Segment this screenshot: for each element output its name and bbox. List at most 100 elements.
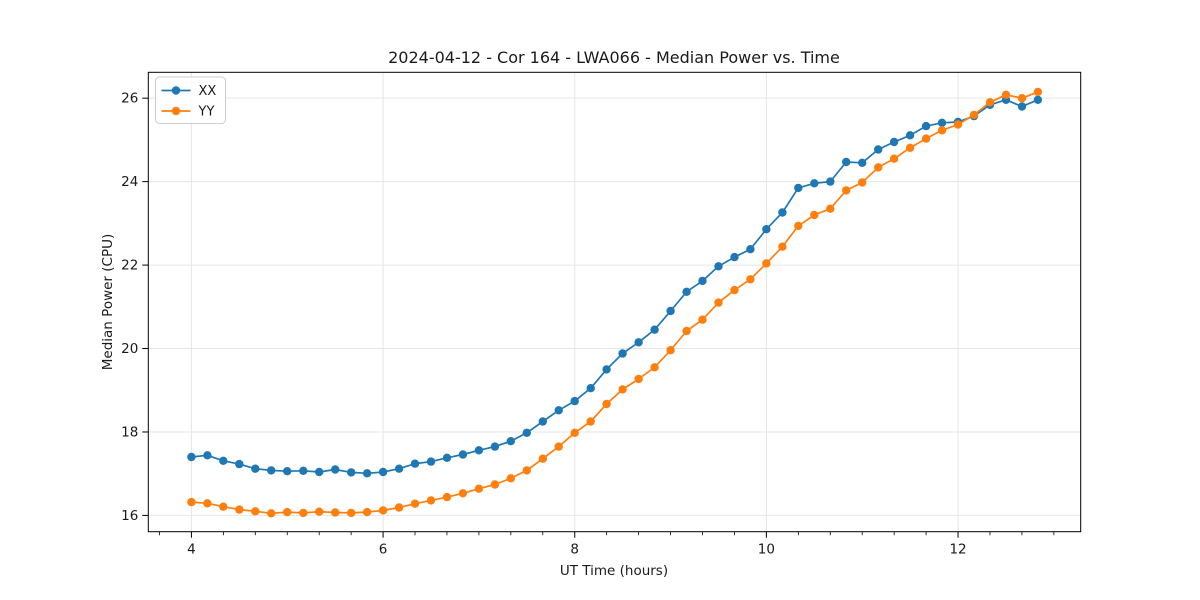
data-point-YY bbox=[235, 505, 244, 514]
data-point-YY bbox=[410, 499, 420, 508]
data-point-XX bbox=[810, 179, 819, 188]
data-point-YY bbox=[554, 442, 563, 451]
data-point-XX bbox=[538, 417, 547, 426]
x-tick-label: 12 bbox=[949, 542, 966, 558]
data-point-YY bbox=[331, 508, 340, 517]
data-point-YY bbox=[921, 134, 931, 143]
chart-title: 2024-04-12 - Cor 164 - LWA066 - Median P… bbox=[388, 48, 840, 67]
data-point-XX bbox=[554, 406, 563, 415]
data-point-YY bbox=[602, 399, 611, 409]
data-point-XX bbox=[187, 452, 196, 462]
y-tick-label: 22 bbox=[121, 258, 138, 274]
data-point-XX bbox=[618, 349, 627, 358]
data-point-XX bbox=[315, 467, 324, 477]
data-point-XX bbox=[426, 457, 436, 466]
data-point-XX bbox=[826, 177, 835, 186]
x-tick-label: 6 bbox=[379, 542, 388, 558]
legend-label: YY bbox=[198, 105, 215, 120]
data-point-YY bbox=[506, 474, 515, 483]
data-point-YY bbox=[1001, 90, 1011, 100]
data-point-XX bbox=[1017, 102, 1027, 111]
data-point-YY bbox=[394, 503, 404, 512]
plot-border bbox=[147, 71, 1082, 533]
data-point-XX bbox=[698, 276, 707, 286]
data-point-XX bbox=[714, 262, 723, 271]
data-point-YY bbox=[522, 466, 531, 475]
data-point-XX bbox=[251, 464, 260, 473]
y-axis-label: Median Power (CPU) bbox=[100, 234, 116, 370]
data-point-YY bbox=[538, 454, 547, 463]
data-point-XX bbox=[267, 466, 276, 475]
data-point-YY bbox=[698, 315, 707, 324]
data-point-XX bbox=[235, 459, 244, 469]
series-line-YY bbox=[191, 91, 1039, 515]
data-point-YY bbox=[474, 484, 484, 493]
legend-label: XX bbox=[199, 84, 217, 99]
data-point-XX bbox=[778, 208, 787, 217]
legend-marker bbox=[171, 86, 181, 95]
data-point-XX bbox=[362, 469, 372, 478]
axes-layer: 4 6 8 10 12 16 18 20 22 24 26 bbox=[121, 71, 1082, 558]
data-point-XX bbox=[937, 118, 947, 128]
data-point-YY bbox=[778, 242, 787, 251]
data-point-YY bbox=[219, 502, 228, 511]
data-point-YY bbox=[586, 417, 595, 426]
data-point-YY bbox=[858, 178, 867, 187]
y-tick-label: 18 bbox=[121, 424, 138, 440]
data-point-YY bbox=[714, 298, 723, 307]
data-point-YY bbox=[762, 259, 771, 268]
data-point-YY bbox=[1017, 94, 1027, 103]
data-point-YY bbox=[203, 499, 212, 508]
data-point-YY bbox=[267, 509, 276, 518]
data-point-YY bbox=[794, 221, 803, 231]
data-point-YY bbox=[682, 326, 691, 336]
series-line-XX bbox=[191, 98, 1039, 475]
data-point-XX bbox=[666, 306, 675, 316]
data-point-XX bbox=[762, 225, 771, 234]
x-tick-label: 10 bbox=[758, 542, 775, 558]
data-point-XX bbox=[650, 325, 659, 334]
data-point-XX bbox=[442, 453, 452, 462]
data-point-XX bbox=[858, 158, 867, 167]
data-point-XX bbox=[682, 287, 691, 296]
data-point-YY bbox=[426, 496, 436, 505]
series-layer bbox=[187, 87, 1043, 518]
data-point-YY bbox=[746, 275, 755, 284]
x-axis-label: UT Time (hours) bbox=[560, 563, 668, 579]
data-point-XX bbox=[283, 467, 292, 476]
data-point-XX bbox=[299, 466, 308, 475]
data-point-XX bbox=[842, 157, 851, 167]
y-tick-label: 20 bbox=[121, 341, 138, 357]
data-point-YY bbox=[953, 120, 963, 129]
data-point-YY bbox=[826, 204, 835, 213]
data-point-YY bbox=[315, 507, 324, 516]
data-point-YY bbox=[874, 163, 883, 172]
data-point-XX bbox=[889, 137, 899, 147]
data-point-YY bbox=[187, 497, 196, 507]
data-point-YY bbox=[283, 507, 292, 517]
data-point-XX bbox=[570, 396, 579, 406]
data-point-XX bbox=[458, 450, 468, 459]
legend-marker bbox=[171, 106, 181, 116]
x-tick-label: 8 bbox=[570, 542, 579, 558]
data-point-YY bbox=[969, 110, 979, 120]
data-point-YY bbox=[985, 98, 995, 107]
x-tick-label: 4 bbox=[187, 542, 196, 558]
data-point-XX bbox=[1033, 95, 1043, 105]
data-point-XX bbox=[794, 183, 803, 193]
data-point-XX bbox=[203, 451, 212, 460]
data-point-YY bbox=[442, 492, 452, 502]
data-point-YY bbox=[347, 508, 356, 518]
data-point-XX bbox=[522, 428, 531, 437]
data-point-YY bbox=[1033, 87, 1043, 97]
y-tick-label: 26 bbox=[121, 91, 138, 107]
data-point-YY bbox=[905, 143, 915, 152]
data-point-XX bbox=[730, 252, 739, 262]
data-point-XX bbox=[586, 384, 595, 393]
data-point-XX bbox=[490, 442, 500, 451]
data-point-XX bbox=[602, 365, 611, 374]
data-point-YY bbox=[730, 285, 739, 295]
data-point-XX bbox=[219, 456, 228, 465]
